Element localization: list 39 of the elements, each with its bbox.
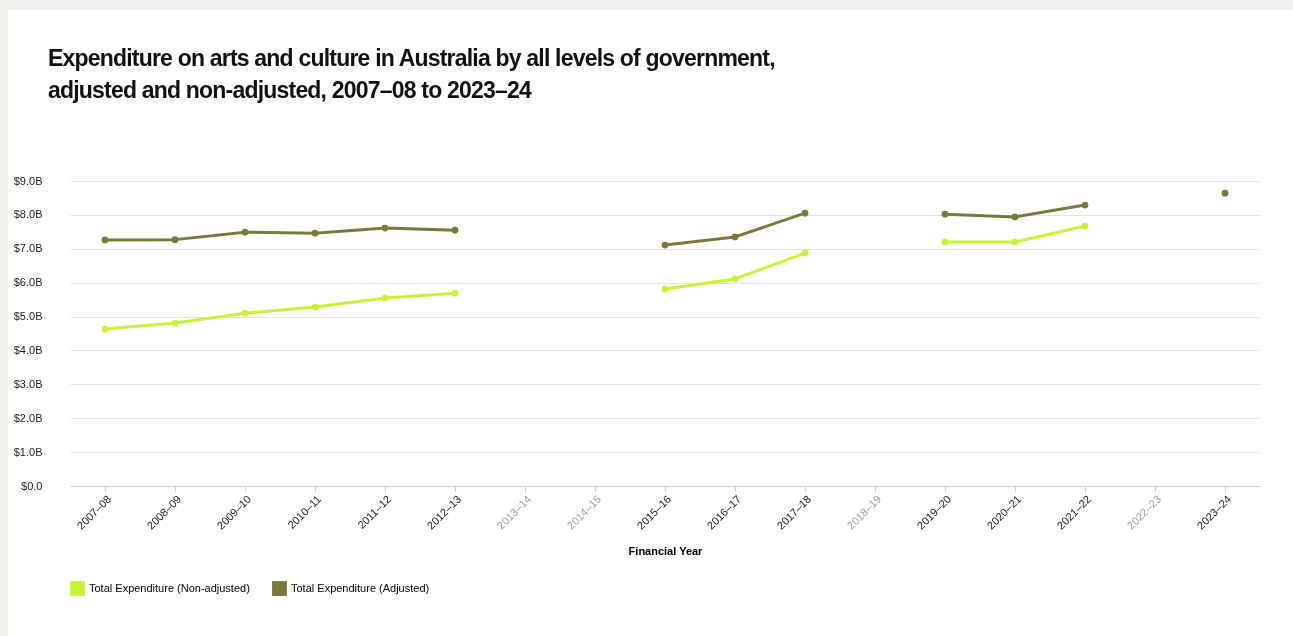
y-tick-label: $3.0B: [13, 377, 43, 390]
y-tick-label: $4.0B: [13, 343, 43, 356]
y-tick-label: $8.0B: [13, 208, 43, 221]
point: [801, 249, 809, 257]
point: [381, 294, 389, 302]
point: [1011, 213, 1019, 221]
point: [381, 224, 389, 232]
point: [311, 229, 319, 237]
point: [1011, 238, 1019, 246]
y-tick-label: $2.0B: [13, 411, 43, 424]
point: [171, 236, 179, 243]
y-tick-label: $1.0B: [13, 445, 43, 458]
point: [941, 238, 949, 246]
point: [451, 289, 459, 297]
point: [801, 209, 809, 217]
y-tick-label: $7.0B: [13, 242, 43, 255]
point: [941, 210, 949, 218]
point: [1081, 222, 1089, 230]
point: [101, 325, 109, 333]
point: [241, 228, 249, 236]
y-tick-label: $9.0B: [13, 174, 43, 187]
point: [661, 241, 669, 249]
y-tick-label: $5.0B: [13, 310, 43, 323]
point: [311, 303, 319, 311]
point: [731, 275, 739, 283]
x-axis-title: Financial Year: [628, 544, 704, 557]
point: [731, 233, 739, 241]
point: [1081, 201, 1089, 209]
point: [171, 319, 179, 327]
point: [661, 285, 669, 293]
legend-label: Total Expenditure (Non-adjusted): [89, 581, 250, 594]
chart-title: Expenditure on arts and culture in Australia by all levels of government, adjusted and non-adjusted, 2007–08 to 2023–24: [48, 44, 776, 105]
point: [101, 236, 109, 244]
y-tick-label: $6.0B: [13, 276, 43, 289]
point: [241, 309, 249, 317]
point: [1221, 189, 1229, 197]
y-tick-label: $0.0: [21, 479, 43, 492]
point: [451, 226, 459, 234]
legend-label: Total Expenditure (Adjusted): [291, 581, 430, 594]
